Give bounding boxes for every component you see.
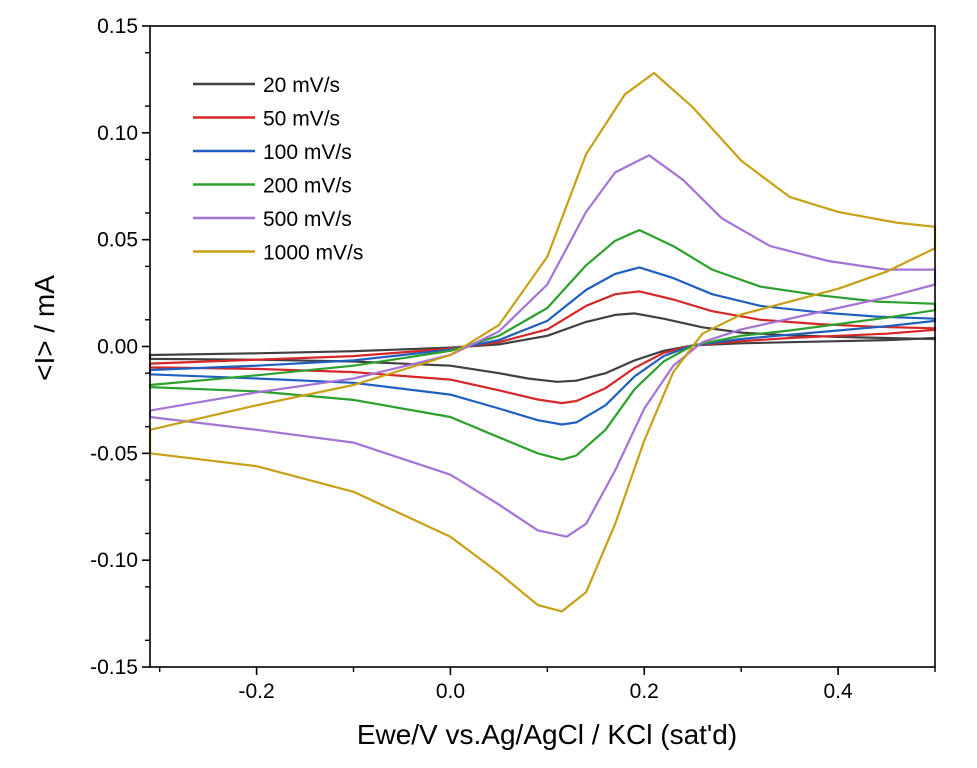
legend-label: 100 mV/s [263, 141, 352, 164]
y-tick-label: -0.05 [90, 442, 138, 465]
series-line-500-mv-s [148, 154, 937, 538]
x-axis-title: Ewe/V vs.Ag/AgCl / KCl (sat'd) [357, 719, 737, 750]
tick-marks [142, 25, 936, 675]
series-line-1000-mv-s [148, 71, 937, 613]
series-line-200-mv-s [148, 229, 937, 461]
series-line-20-mv-s [148, 312, 937, 383]
y-axis-title: <I> / mA [29, 275, 60, 381]
legend: 20 mV/s 50 mV/s 100 mV/s 200 mV/s 500 mV/s 10… [193, 74, 363, 265]
y-tick-label: 0.00 [97, 336, 138, 359]
legend-label: 20 mV/s [263, 74, 340, 97]
legend-label: 200 mV/s [263, 175, 352, 198]
legend-label: 50 mV/s [263, 108, 340, 131]
curves-layer [148, 71, 937, 613]
legend-label: 1000 mV/s [263, 242, 363, 265]
y-tick-label: 0.15 [97, 15, 138, 38]
x-tick-label: 0.4 [823, 680, 853, 703]
y-tick-label: 0.05 [97, 229, 138, 252]
x-tick-label: -0.2 [239, 680, 275, 703]
series-line-100-mv-s [148, 266, 937, 426]
series-line-50-mv-s [148, 290, 937, 405]
y-tick-label: 0.10 [97, 122, 138, 145]
tick-labels: -0.2 0.0 0.2 0.4 0.15 0.10 0.05 0.00 -0.05 -0.10 -… [90, 15, 853, 703]
legend-label: 500 mV/s [263, 208, 352, 231]
y-tick-label: -0.15 [90, 656, 138, 679]
x-tick-label: 0.0 [436, 680, 465, 703]
x-tick-label: 0.2 [630, 680, 659, 703]
y-tick-label: -0.10 [90, 549, 138, 572]
